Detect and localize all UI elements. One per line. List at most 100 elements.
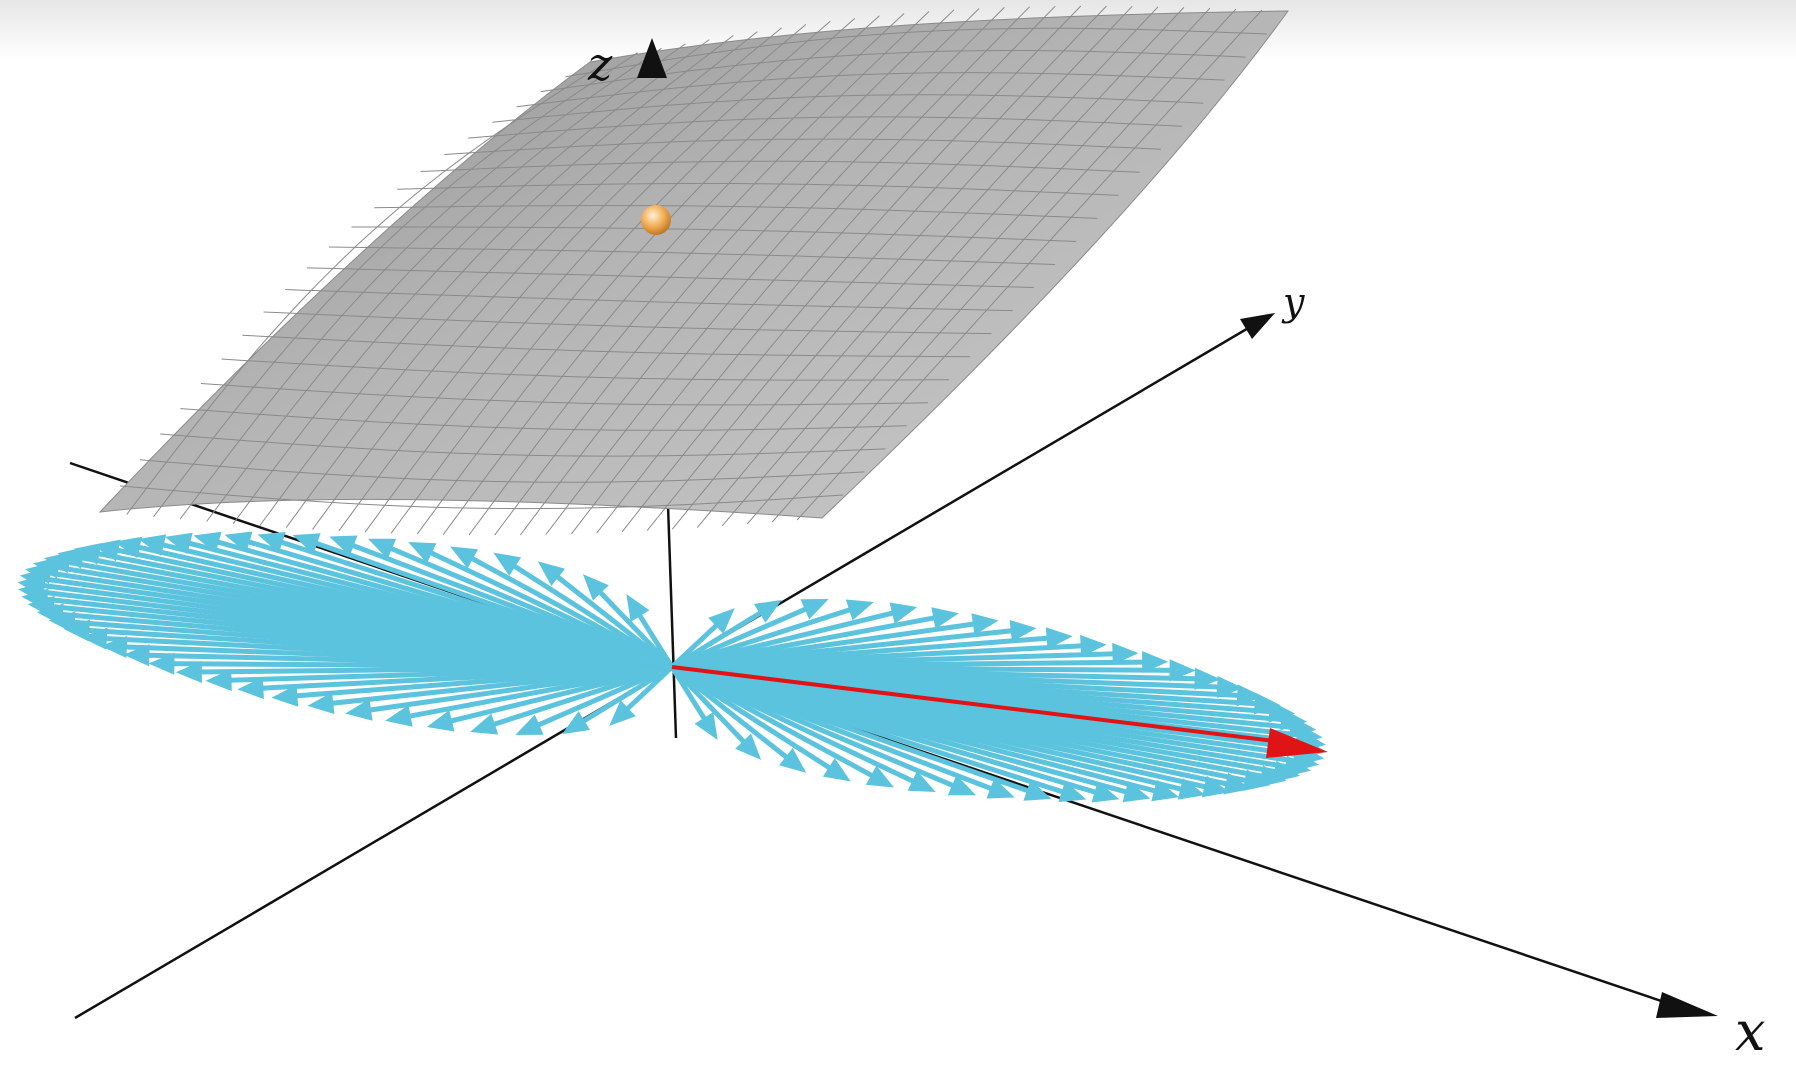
fan-vector-arrowhead xyxy=(1177,778,1206,800)
fan-vector-arrowhead xyxy=(971,613,999,635)
fan-vector-shaft xyxy=(633,607,675,669)
fan-vector-shaft xyxy=(670,665,794,764)
fan-vector-arrowhead xyxy=(493,552,522,576)
fan-vector-arrowhead xyxy=(931,607,959,629)
fan-vector-shaft xyxy=(670,607,768,670)
surface-grid-line xyxy=(119,485,844,510)
fan-vector-arrowhead xyxy=(1080,634,1107,657)
fan-vector-arrowhead xyxy=(426,710,455,732)
fan-vector-shaft xyxy=(670,664,837,774)
fan-vector-shaft xyxy=(593,585,674,669)
fan-vector-arrowhead xyxy=(271,684,299,707)
fan-vector-arrowhead xyxy=(114,536,143,559)
surface-grid-line xyxy=(565,27,1267,78)
fan-vector-arrowhead xyxy=(329,535,358,556)
surface-grid-line xyxy=(285,289,1013,312)
surface-grid-line xyxy=(200,383,928,406)
surface-grid-line xyxy=(160,433,886,457)
fan-vector-arrowhead xyxy=(292,533,321,554)
fan-vector-shaft xyxy=(550,570,674,669)
fan-vector-arrowhead xyxy=(57,547,85,569)
fan-vector-arrowhead xyxy=(1023,780,1052,801)
fan-vector-arrowhead xyxy=(1045,627,1073,650)
shaded-surface-grid xyxy=(98,10,1289,519)
fan-vector-arrowhead xyxy=(735,733,762,760)
fan-vector-arrowhead xyxy=(865,765,894,788)
surface-grid-line xyxy=(139,459,865,483)
fan-vector-arrowhead xyxy=(1201,775,1230,798)
fan-vector-arrowhead xyxy=(1142,651,1169,673)
fan-vector-shaft xyxy=(507,560,674,670)
fan-vector-arrowhead xyxy=(257,532,286,553)
surface-grid-line xyxy=(306,267,1034,288)
fan-vector-arrowhead xyxy=(1112,642,1139,665)
z-axis-label: z xyxy=(587,37,613,91)
fan-vector-arrowhead xyxy=(582,574,609,601)
fan-vector-arrowhead xyxy=(986,778,1015,799)
fan-vector-shaft xyxy=(423,547,674,670)
fan-vector-arrowhead xyxy=(73,543,102,565)
fan-vector-arrowhead xyxy=(1151,779,1180,802)
surface-grid-line xyxy=(221,358,950,381)
fan-vector-arrowhead xyxy=(907,770,936,792)
fan-vector-arrowhead xyxy=(822,758,851,782)
fan-vector-arrowhead xyxy=(800,599,829,620)
fan-vector-arrowhead xyxy=(164,532,193,555)
y-axis-label: y xyxy=(1281,280,1305,324)
surface-grid-line xyxy=(516,72,1225,108)
point-on-surface xyxy=(641,205,671,235)
surface-grid-line xyxy=(420,160,1140,173)
fan-vector-arrowhead xyxy=(1009,620,1037,642)
fan-vector-arrowhead xyxy=(1259,765,1287,787)
surface-grid-line xyxy=(180,408,907,431)
fan-vector-arrowhead xyxy=(515,714,544,735)
red-vector-shaft xyxy=(671,665,1283,744)
fan-vector-arrowhead xyxy=(626,594,650,622)
x-axis-label: x xyxy=(1735,1000,1765,1063)
fan-vector-arrowhead xyxy=(753,599,782,623)
surface-grid-line xyxy=(468,116,1183,139)
fan-vector-shaft xyxy=(669,665,711,727)
surface-grid-lines xyxy=(119,5,1267,536)
surface-grid-line xyxy=(328,246,1056,265)
fan-vector-arrowhead xyxy=(237,677,264,700)
unit-vector-fan xyxy=(17,531,1327,803)
surface-grid-line xyxy=(263,311,992,335)
fan-vector-arrowhead xyxy=(367,538,397,559)
fan-vector-arrowhead xyxy=(845,599,874,621)
fan-vector-arrowhead xyxy=(947,775,977,796)
fan-vector-arrowhead xyxy=(1091,781,1120,803)
highlighted-direction-vector xyxy=(671,665,1328,758)
fan-vector-arrowhead xyxy=(1058,781,1087,802)
fan-vector-arrowhead xyxy=(470,713,499,735)
surface-grid-line xyxy=(374,205,1098,219)
surface-grid-line xyxy=(351,226,1077,242)
x-axis-arrowhead xyxy=(1656,992,1718,1018)
fan-vector-arrowhead xyxy=(694,712,718,740)
fan-vector-shaft xyxy=(670,665,751,749)
surface-grid-line xyxy=(397,183,1119,196)
surface-grid-line xyxy=(242,334,971,358)
red-vector-arrowhead xyxy=(1266,728,1328,758)
fan-vector-arrowhead xyxy=(1242,769,1271,791)
fan-vector-arrowhead xyxy=(175,661,202,683)
shaded-surface xyxy=(98,5,1289,536)
fan-vector-arrowhead xyxy=(609,700,636,726)
fan-vector-arrowhead xyxy=(450,546,479,569)
z-axis-arrowhead xyxy=(637,38,667,78)
fan-vector-arrowhead xyxy=(148,652,175,675)
fan-vector-arrowhead xyxy=(537,561,565,586)
fan-vector-arrowhead xyxy=(562,711,591,735)
fan-vector-arrowhead xyxy=(1122,781,1151,803)
fan-vector-arrowhead xyxy=(224,531,253,553)
fan-vector-shaft xyxy=(576,664,674,727)
fan-vector-arrowhead xyxy=(205,669,232,692)
surface-grid-line xyxy=(492,94,1204,123)
fan-vector-arrowhead xyxy=(138,534,167,556)
fan-vector-shaft xyxy=(670,664,880,782)
fan-vector-arrowhead xyxy=(92,539,121,562)
fan-vector-shaft xyxy=(670,664,921,787)
fan-vector-arrowhead xyxy=(1169,659,1196,682)
fan-vector-arrowhead xyxy=(779,748,807,773)
